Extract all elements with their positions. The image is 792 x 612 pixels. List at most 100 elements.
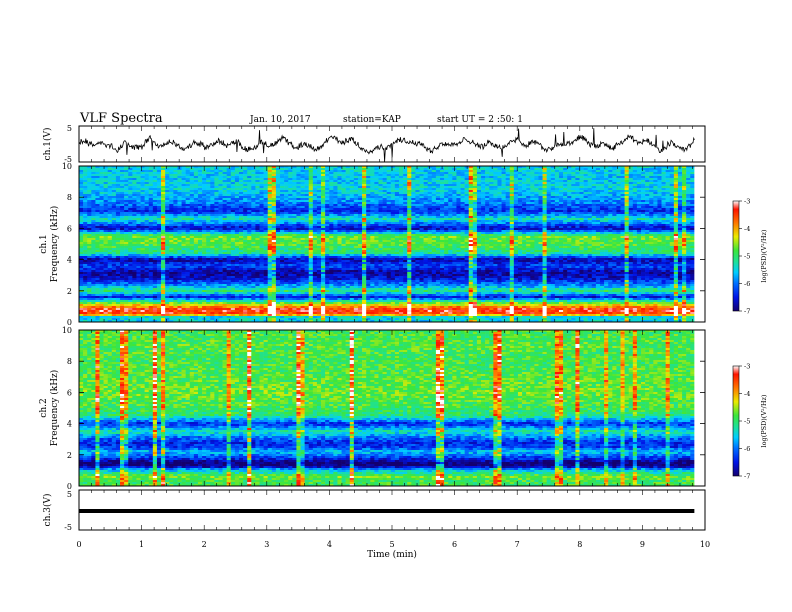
spectrogram-cell (305, 212, 309, 214)
spectrogram-cell (108, 196, 112, 198)
spectrogram-cell (678, 204, 682, 206)
spectrogram-cell (538, 202, 542, 204)
spectrogram-cell (571, 200, 575, 202)
spectrogram-cell (440, 212, 444, 214)
spectrogram-cell (333, 180, 337, 182)
spectrogram-cell (547, 222, 551, 224)
spectrogram-cell (173, 226, 177, 228)
spectrogram-cell (186, 182, 190, 184)
spectrogram-cell (662, 198, 666, 200)
spectrogram-cell (169, 206, 173, 208)
spectrogram-cell (407, 202, 411, 204)
spectrogram-cell (153, 180, 157, 182)
spectrogram-cell (588, 200, 592, 202)
spectrogram-cell (149, 196, 153, 198)
spectrogram-cell (444, 168, 448, 170)
spectrogram-cell (378, 194, 382, 196)
spectrogram-cell (210, 194, 214, 196)
spectrogram-cell (239, 186, 243, 188)
spectrogram-cell (461, 226, 465, 228)
spectrogram-cell (173, 224, 177, 226)
spectrogram-cell (584, 220, 588, 222)
spectrogram-cell (444, 224, 448, 226)
spectrogram-cell (124, 218, 128, 220)
spectrogram-cell (120, 222, 124, 224)
spectrogram-cell (391, 224, 395, 226)
spectrogram-cell (149, 194, 153, 196)
spectrogram-cell (461, 174, 465, 176)
spectrogram-cell (571, 224, 575, 226)
spectrogram-cell (534, 172, 538, 174)
spectrogram-cell (600, 198, 604, 200)
spectrogram-cell (268, 210, 272, 212)
spectrogram-cell (629, 228, 633, 230)
spectrogram-cell (264, 188, 268, 190)
spectrogram-cell (629, 216, 633, 218)
spectrogram-cell (157, 182, 161, 184)
spectrogram-cell (284, 168, 288, 170)
spectrogram-cell (473, 198, 477, 200)
spectrogram-cell (534, 226, 538, 228)
spectrogram-cell (358, 172, 362, 174)
spectrogram-cell (354, 210, 358, 212)
spectrogram-cell (641, 180, 645, 182)
spectrogram-cell (485, 192, 489, 194)
spectrogram-cell (239, 196, 243, 198)
spectrogram-cell (79, 214, 83, 216)
spectrogram-cell (292, 194, 296, 196)
spectrogram-cell (604, 174, 608, 176)
spectrogram-cell (477, 172, 481, 174)
spectrogram-cell (567, 186, 571, 188)
spectrogram-cell (100, 206, 104, 208)
spectrogram-cell (120, 190, 124, 192)
spectrogram-cell (387, 178, 391, 180)
spectrogram-cell (592, 190, 596, 192)
spectrogram-cell (329, 188, 333, 190)
spectrogram-cell (198, 172, 202, 174)
spectrogram-cell (342, 184, 346, 186)
spectrogram-cell (362, 224, 366, 226)
spectrogram-cell (682, 218, 686, 220)
spectrogram-cell (337, 194, 341, 196)
spectrogram-cell (555, 180, 559, 182)
spectrogram-cell (95, 204, 99, 206)
spectrogram-cell (87, 202, 91, 204)
spectrogram-cell (448, 202, 452, 204)
spectrogram-cell (682, 190, 686, 192)
spectrogram-cell (325, 212, 329, 214)
spectrogram-cell (452, 206, 456, 208)
spectrogram-cell (157, 220, 161, 222)
spectrogram-cell (493, 186, 497, 188)
spectrogram-cell (678, 228, 682, 230)
spectrogram-cell (612, 198, 616, 200)
spectrogram-cell (218, 220, 222, 222)
spectrogram-cell (485, 180, 489, 182)
spectrogram-cell (415, 170, 419, 172)
spectrogram-cell (420, 214, 424, 216)
spectrogram-cell (526, 198, 530, 200)
spectrogram-cell (337, 202, 341, 204)
spectrogram-cell (362, 184, 366, 186)
spectrogram-cell (604, 202, 608, 204)
spectrogram-cell (444, 202, 448, 204)
spectrogram-cell (563, 176, 567, 178)
spectrogram-cell (161, 230, 165, 232)
spectrogram-cell (543, 172, 547, 174)
spectrogram-cell (690, 176, 694, 178)
spectrogram-cell (83, 194, 87, 196)
spectrogram-cell (444, 228, 448, 230)
spectrogram-cell (305, 182, 309, 184)
spectrogram-cell (165, 176, 169, 178)
spectrogram-cell (436, 200, 440, 202)
spectrogram-cell (497, 178, 501, 180)
spectrogram-cell (575, 192, 579, 194)
spectrogram-cell (477, 180, 481, 182)
spectrogram-cell (120, 168, 124, 170)
spectrogram-cell (235, 210, 239, 212)
spectrogram-cell (161, 190, 165, 192)
spectrogram-cell (633, 182, 637, 184)
spectrogram-cell (362, 168, 366, 170)
spectrogram-cell (633, 174, 637, 176)
spectrogram-cell (547, 204, 551, 206)
spectrogram-cell (567, 214, 571, 216)
